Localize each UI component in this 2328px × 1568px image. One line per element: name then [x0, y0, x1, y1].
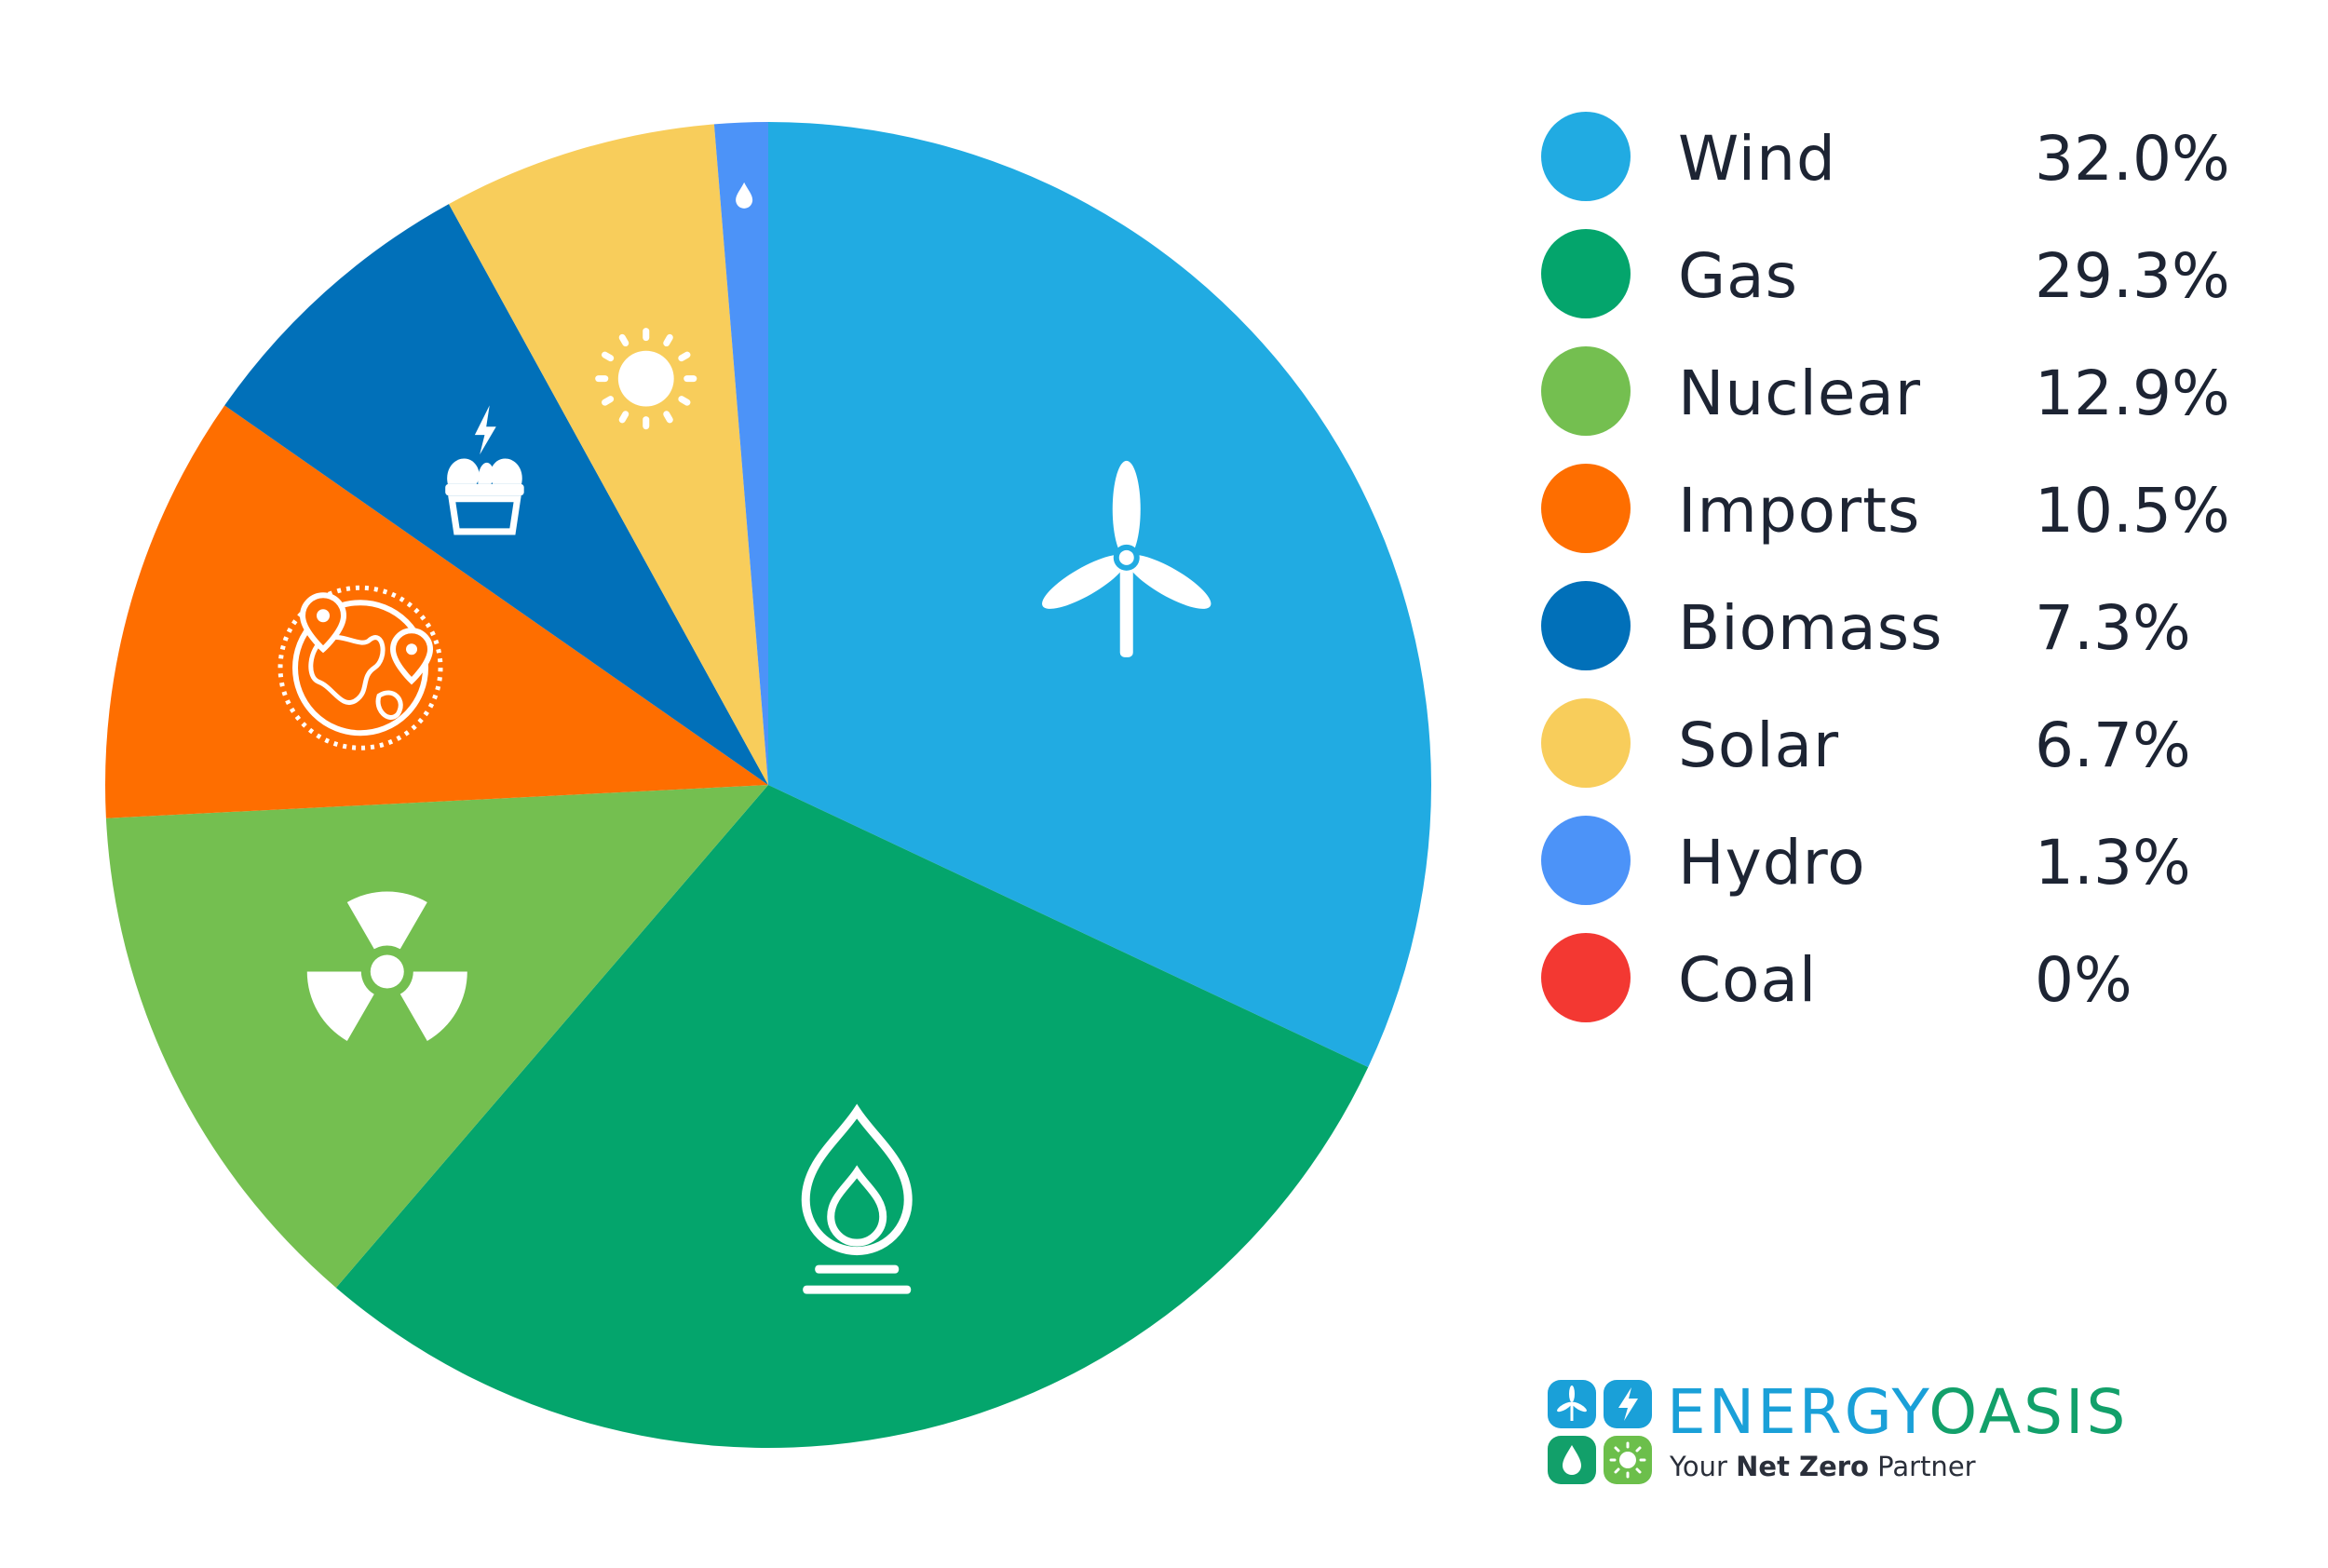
legend-item-solar: Solar 6.7% [1541, 696, 2286, 814]
pie-chart [105, 122, 1431, 1448]
legend-item-biomass: Biomass 7.3% [1541, 579, 2286, 696]
brand-icons-logo [1548, 1380, 1652, 1484]
legend-item-hydro: Hydro 1.3% [1541, 814, 2286, 931]
legend-label: Hydro [1678, 827, 1866, 899]
brand-name-part1: ENERGY [1667, 1376, 1929, 1448]
legend-value: 29.3% [2035, 240, 2230, 312]
legend-label: Nuclear [1678, 358, 1922, 429]
brand-logo: ENERGYOASIS Your Net Zero Partner [1546, 1378, 2291, 1490]
legend-swatch-coal [1541, 933, 1631, 1022]
legend-swatch-hydro [1541, 816, 1631, 905]
legend-swatch-nuclear [1541, 346, 1631, 436]
legend-swatch-gas [1541, 229, 1631, 318]
legend-label: Solar [1678, 710, 1840, 781]
pie-slice-wind [768, 122, 1431, 1068]
legend-item-nuclear: Nuclear 12.9% [1541, 345, 2286, 462]
legend-item-coal: Coal 0% [1541, 931, 2286, 1048]
legend-label: Coal [1678, 944, 1818, 1016]
pie-slice-nuclear [105, 785, 768, 1288]
legend-swatch-solar [1541, 698, 1631, 788]
legend-swatch-wind [1541, 112, 1631, 201]
pie-slice-hydro [713, 122, 768, 785]
legend-value: 1.3% [2035, 827, 2191, 899]
water-drop-icon [736, 182, 753, 209]
legend: Wind 32.0% Gas 29.3% Nuclear 12.9% Impor… [1541, 110, 2286, 1048]
wind-turbine-icon [1042, 460, 1211, 657]
legend-label: Imports [1678, 475, 1921, 547]
pie-slice-imports [105, 405, 768, 818]
legend-value: 12.9% [2035, 358, 2230, 429]
brand-tag-bold: Net Zero [1736, 1451, 1869, 1482]
legend-item-gas: Gas 29.3% [1541, 227, 2286, 345]
legend-value: 10.5% [2035, 475, 2230, 547]
legend-swatch-biomass [1541, 581, 1631, 670]
legend-item-wind: Wind 32.0% [1541, 110, 2286, 227]
legend-value: 32.0% [2035, 123, 2230, 195]
brand-name: ENERGYOASIS [1667, 1378, 2128, 1447]
legend-value: 7.3% [2035, 592, 2191, 664]
brand-tag-post: Partner [1868, 1451, 1976, 1482]
legend-label: Biomass [1678, 592, 1943, 664]
brand-tag-pre: Your [1670, 1451, 1737, 1482]
globe-pins-icon [277, 585, 443, 750]
legend-value: 6.7% [2035, 710, 2191, 781]
legend-item-imports: Imports 10.5% [1541, 462, 2286, 579]
legend-label: Wind [1678, 123, 1836, 195]
radiation-icon [306, 891, 467, 1041]
gas-flame-icon [801, 1103, 913, 1294]
legend-swatch-imports [1541, 464, 1631, 553]
legend-label: Gas [1678, 240, 1798, 312]
sun-icon [595, 328, 697, 430]
pie-slice-solar [448, 124, 768, 786]
biomass-plant-icon [445, 405, 524, 535]
brand-tagline: Your Net Zero Partner [1670, 1451, 1976, 1482]
legend-value: 0% [2035, 944, 2132, 1016]
brand-name-part2: OASIS [1929, 1376, 2129, 1448]
